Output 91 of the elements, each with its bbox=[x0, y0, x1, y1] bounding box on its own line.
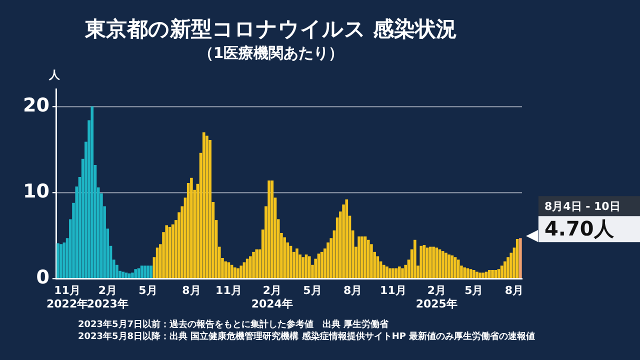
bar bbox=[494, 270, 498, 278]
bar bbox=[140, 266, 144, 278]
bar bbox=[208, 140, 212, 278]
bar bbox=[448, 254, 450, 278]
bar bbox=[308, 256, 311, 278]
x-tick-label: 11月 bbox=[216, 284, 242, 298]
bar bbox=[478, 272, 482, 278]
bar bbox=[488, 270, 491, 278]
x-tick-label: 8月 bbox=[344, 284, 362, 298]
bar bbox=[56, 243, 60, 278]
chart-subtitle: （1医療機関あたり） bbox=[198, 44, 344, 62]
text: 4.70人 bbox=[544, 216, 615, 240]
bar bbox=[386, 266, 388, 278]
x-tick-label: 5月 bbox=[303, 284, 322, 298]
bar bbox=[283, 237, 286, 278]
chart-title: 東京都の新型コロナウイルス 感染状況 bbox=[84, 17, 458, 42]
bar bbox=[124, 272, 128, 278]
bar bbox=[326, 242, 330, 278]
bar bbox=[382, 264, 386, 278]
bar bbox=[472, 270, 476, 278]
bar bbox=[296, 248, 298, 278]
bar bbox=[134, 269, 137, 278]
bar bbox=[506, 257, 510, 278]
bar bbox=[398, 266, 401, 278]
bar bbox=[414, 240, 416, 278]
text: 8月4日 - 10日 bbox=[544, 200, 620, 213]
bar bbox=[240, 266, 243, 278]
bar bbox=[497, 269, 500, 278]
x-tick-label: 5月 bbox=[138, 284, 158, 298]
bar bbox=[234, 267, 236, 278]
bar bbox=[500, 266, 504, 278]
bar bbox=[401, 268, 404, 278]
bar bbox=[426, 248, 429, 278]
bar bbox=[206, 136, 208, 278]
bar bbox=[484, 272, 488, 278]
bar bbox=[60, 244, 62, 278]
bar bbox=[429, 246, 432, 278]
x-tick-label: 8月 bbox=[504, 284, 524, 298]
bar bbox=[255, 249, 258, 278]
bar bbox=[302, 257, 305, 278]
y-axis-title: 人 bbox=[48, 68, 61, 82]
bar bbox=[504, 261, 506, 278]
bar bbox=[90, 106, 94, 278]
text: 2023年5月7日以前：過去の報告をもとに集計した参考値 出典 厚生労働省 bbox=[78, 318, 390, 330]
bar bbox=[190, 178, 193, 278]
bar bbox=[242, 262, 246, 278]
bar bbox=[376, 256, 380, 278]
bar bbox=[491, 270, 494, 278]
bar bbox=[358, 236, 360, 278]
bar bbox=[435, 248, 438, 278]
bar bbox=[388, 268, 392, 278]
bar bbox=[366, 240, 370, 278]
x-tick-label: 5月 bbox=[464, 284, 484, 298]
bar bbox=[469, 269, 472, 278]
x-tick-label: 2月 2023年 bbox=[86, 284, 128, 310]
bar bbox=[268, 180, 270, 278]
y-tick-label: 10 bbox=[22, 180, 50, 202]
bar bbox=[236, 268, 240, 278]
bar bbox=[370, 244, 373, 278]
bar bbox=[463, 267, 466, 278]
bar bbox=[128, 273, 131, 278]
x-tick-label: 8月 bbox=[182, 284, 201, 298]
text: 2023年5月8日以降：出典 国立健康危機管理研究機構 感染症情報提供サイトHP 最新値のみ厚生労働省の速報値 bbox=[78, 330, 536, 342]
bar bbox=[150, 266, 152, 278]
bar bbox=[476, 272, 478, 278]
bar bbox=[146, 266, 150, 278]
bar bbox=[444, 252, 448, 278]
x-tick-label: 2月 2025年 bbox=[416, 284, 458, 310]
bar bbox=[252, 252, 255, 278]
bar bbox=[345, 199, 348, 278]
bar bbox=[202, 132, 206, 278]
x-tick-label: 2月 2024年 bbox=[251, 284, 293, 310]
bar bbox=[165, 225, 168, 278]
bar bbox=[144, 266, 146, 278]
bar bbox=[432, 246, 435, 278]
bar bbox=[456, 260, 460, 278]
bar bbox=[422, 245, 426, 278]
bar bbox=[131, 272, 134, 278]
bar bbox=[519, 238, 522, 278]
bar bbox=[420, 246, 423, 278]
bar bbox=[224, 261, 227, 278]
y-tick-label: 20 bbox=[22, 94, 50, 116]
bar bbox=[482, 272, 485, 278]
x-tick-label: 11月 bbox=[380, 284, 406, 298]
bar bbox=[454, 257, 457, 278]
bar bbox=[249, 256, 252, 278]
bar bbox=[156, 248, 159, 278]
bar bbox=[122, 272, 125, 278]
bar bbox=[441, 251, 444, 278]
bar bbox=[227, 262, 230, 278]
bar bbox=[317, 254, 320, 278]
